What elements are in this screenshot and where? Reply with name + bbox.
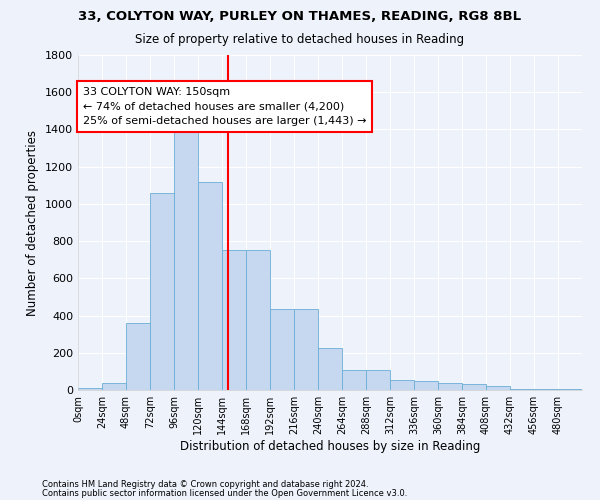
Bar: [318, 348, 342, 390]
Bar: [126, 323, 150, 390]
Bar: [558, 389, 582, 390]
Bar: [366, 370, 390, 390]
Bar: [270, 309, 294, 390]
Bar: [102, 384, 126, 390]
Text: 33, COLYTON WAY, PURLEY ON THAMES, READING, RG8 8BL: 33, COLYTON WAY, PURLEY ON THAMES, READI…: [79, 10, 521, 23]
Bar: [198, 182, 222, 390]
Bar: [78, 388, 102, 390]
Y-axis label: Number of detached properties: Number of detached properties: [26, 130, 40, 316]
Bar: [438, 382, 462, 390]
Bar: [534, 389, 558, 390]
Bar: [150, 192, 174, 390]
Bar: [486, 386, 510, 390]
Text: Contains HM Land Registry data © Crown copyright and database right 2024.: Contains HM Land Registry data © Crown c…: [42, 480, 368, 489]
Bar: [246, 250, 270, 390]
Text: 33 COLYTON WAY: 150sqm
← 74% of detached houses are smaller (4,200)
25% of semi-: 33 COLYTON WAY: 150sqm ← 74% of detached…: [83, 86, 367, 126]
Bar: [174, 116, 198, 390]
Bar: [390, 380, 414, 390]
Bar: [294, 309, 318, 390]
Bar: [222, 250, 246, 390]
Text: Size of property relative to detached houses in Reading: Size of property relative to detached ho…: [136, 32, 464, 46]
Bar: [414, 380, 438, 390]
Bar: [342, 370, 366, 390]
Bar: [510, 389, 534, 390]
Text: Contains public sector information licensed under the Open Government Licence v3: Contains public sector information licen…: [42, 490, 407, 498]
Bar: [462, 384, 486, 390]
X-axis label: Distribution of detached houses by size in Reading: Distribution of detached houses by size …: [180, 440, 480, 452]
